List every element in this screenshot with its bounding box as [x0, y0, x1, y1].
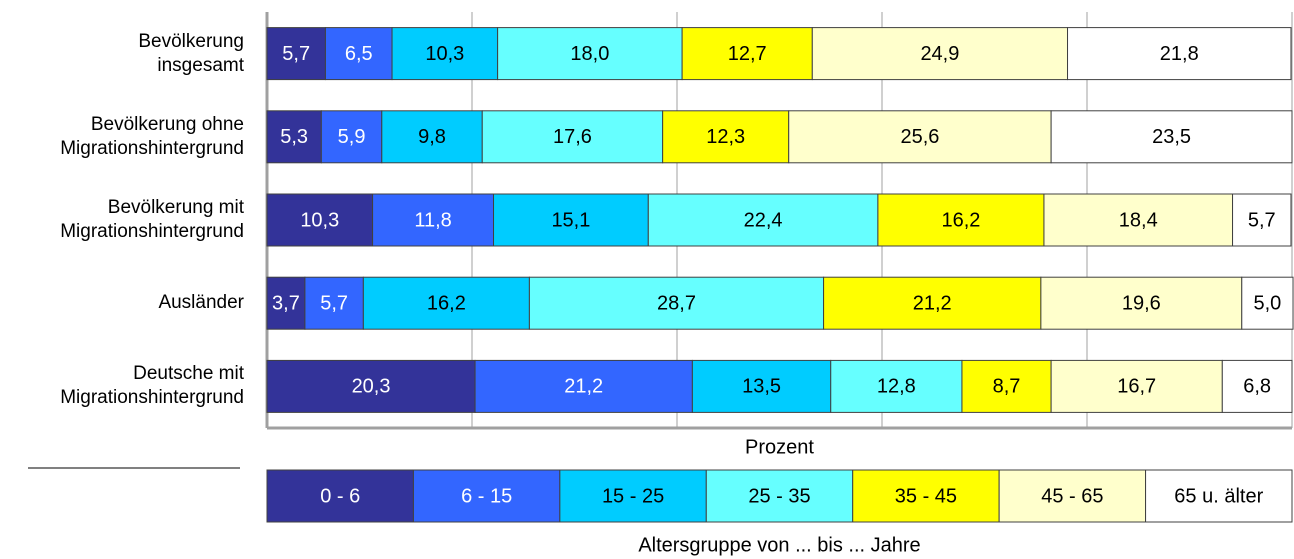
bar-segment — [647, 193, 879, 247]
value-label: 24,9 — [920, 43, 959, 65]
bar-segment — [304, 276, 364, 330]
legend-swatch — [559, 469, 707, 523]
category-label: Bevölkerung mit Migrationshintergrund — [60, 197, 244, 242]
legend-entry: 25 - 35 — [748, 485, 810, 507]
value-label: 5,9 — [338, 126, 366, 148]
bar-segment — [493, 193, 649, 247]
legend-swatch — [852, 469, 1000, 523]
value-label: 21,2 — [564, 376, 603, 398]
legend-entry: 0 - 6 — [320, 485, 360, 507]
x-axis-label: Prozent — [745, 436, 814, 458]
legend-entry: 65 u. älter — [1174, 485, 1263, 507]
value-label: 5,3 — [280, 126, 308, 148]
value-label: 12,7 — [728, 43, 767, 65]
bar-segment — [362, 276, 530, 330]
bar-segment — [266, 193, 374, 247]
bar-segment — [528, 276, 825, 330]
bar-segment — [1067, 27, 1292, 81]
bar-segment — [1050, 110, 1293, 164]
category-label: Bevölkerung insgesamt — [138, 30, 244, 76]
bar-segment — [266, 276, 306, 330]
value-label: 16,2 — [427, 292, 466, 314]
value-label: 23,5 — [1152, 126, 1191, 148]
value-label: 3,7 — [272, 292, 300, 314]
value-label: 6,5 — [345, 43, 373, 65]
value-label: 9,8 — [418, 126, 446, 148]
value-label: 5,7 — [320, 292, 348, 314]
bar-segment — [381, 110, 483, 164]
bar-segment — [811, 27, 1069, 81]
legend-swatch — [705, 469, 854, 523]
value-label: 12,3 — [706, 126, 745, 148]
bar-segment — [681, 27, 813, 81]
category-label: Bevölkerung ohne Migrationshintergrund — [60, 113, 244, 159]
bar-segment — [1221, 359, 1293, 413]
value-label: 22,4 — [744, 209, 783, 231]
value-label: 17,6 — [553, 126, 592, 148]
category-label: Ausländer — [158, 292, 244, 314]
legend-entry: 15 - 25 — [602, 485, 664, 507]
bar-segment — [788, 110, 1052, 164]
bar-segment — [372, 193, 495, 247]
value-label: 13,5 — [742, 376, 781, 398]
bar-segment — [391, 27, 499, 81]
bar-segment — [481, 110, 664, 164]
bar-segment — [691, 359, 832, 413]
value-label: 28,7 — [657, 292, 696, 314]
legend-entry: 35 - 45 — [895, 485, 957, 507]
value-label: 20,3 — [352, 376, 391, 398]
value-label: 19,6 — [1122, 292, 1161, 314]
value-label: 8,7 — [993, 376, 1021, 398]
legend-swatch — [412, 469, 561, 523]
legend-title: Altersgruppe von ... bis ... Jahre — [638, 534, 920, 556]
category-label: Deutsche mit Migrationshintergrund — [60, 363, 244, 409]
value-label: 21,8 — [1160, 43, 1199, 65]
value-label: 18,0 — [570, 43, 609, 65]
value-label: 10,3 — [300, 209, 339, 231]
bar-segment — [474, 359, 693, 413]
bar-segment — [961, 359, 1052, 413]
legend-entry: 6 - 15 — [461, 485, 512, 507]
value-label: 16,2 — [941, 209, 980, 231]
legend-swatch — [1145, 469, 1293, 523]
bar-segment — [830, 359, 963, 413]
value-label: 18,4 — [1119, 209, 1158, 231]
value-label: 16,7 — [1117, 376, 1156, 398]
value-label: 5,0 — [1253, 292, 1281, 314]
bar-segment — [320, 110, 383, 164]
value-label: 5,7 — [1248, 209, 1276, 231]
bar-segment — [1040, 276, 1243, 330]
bar-segment — [497, 27, 683, 81]
bar-segment — [324, 27, 393, 81]
legend-entry: 45 - 65 — [1041, 485, 1103, 507]
value-label: 21,2 — [913, 292, 952, 314]
bar-segment — [1050, 359, 1223, 413]
value-label: 11,8 — [414, 209, 451, 231]
value-label: 12,8 — [877, 376, 916, 398]
bar-segment — [1241, 276, 1294, 330]
value-label: 6,8 — [1243, 376, 1271, 398]
legend-swatch — [266, 469, 414, 523]
value-label: 5,7 — [282, 43, 310, 65]
value-label: 25,6 — [900, 126, 939, 148]
bar-segment — [1232, 193, 1292, 247]
value-label: 10,3 — [425, 43, 464, 65]
bar-segment — [877, 193, 1045, 247]
bar-segment — [823, 276, 1042, 330]
bar-segment — [266, 110, 322, 164]
value-label: 15,1 — [551, 209, 590, 231]
